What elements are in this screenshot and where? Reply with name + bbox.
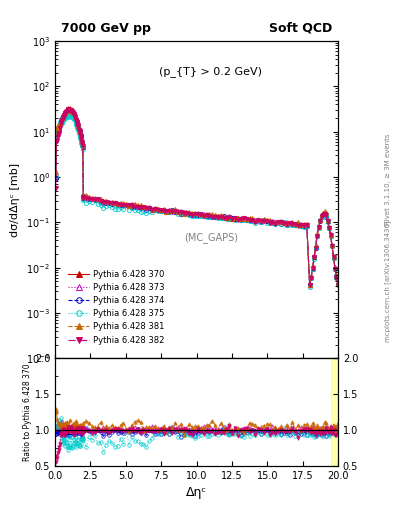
Text: (p_{T} > 0.2 GeV): (p_{T} > 0.2 GeV): [159, 67, 262, 77]
Text: (MC_GAPS): (MC_GAPS): [184, 232, 238, 243]
X-axis label: Δηᶜ: Δηᶜ: [186, 486, 207, 499]
Legend: Pythia 6.428 370, Pythia 6.428 373, Pythia 6.428 374, Pythia 6.428 375, Pythia 6: Pythia 6.428 370, Pythia 6.428 373, Pyth…: [65, 266, 168, 348]
Bar: [331, 358, 338, 466]
Text: mcplots.cern.ch [arXiv:1306.3436]: mcplots.cern.ch [arXiv:1306.3436]: [384, 221, 391, 343]
Text: Soft QCD: Soft QCD: [269, 22, 332, 35]
Y-axis label: Ratio to Pythia 6.428 370: Ratio to Pythia 6.428 370: [23, 364, 32, 461]
Y-axis label: dσ/dΔηᶜ [mb]: dσ/dΔηᶜ [mb]: [10, 163, 20, 237]
Text: Rivet 3.1.10, ≥ 3M events: Rivet 3.1.10, ≥ 3M events: [385, 134, 391, 225]
Text: 7000 GeV pp: 7000 GeV pp: [61, 22, 151, 35]
